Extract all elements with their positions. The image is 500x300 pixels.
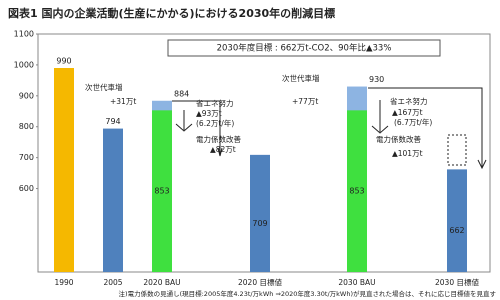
x-tick-label: 2020 目標値 <box>238 277 282 287</box>
value-label: 930 <box>369 75 384 84</box>
annotation: (6.2万t/年) <box>196 118 234 128</box>
bar-segment <box>347 110 367 272</box>
annotation: 省エネ努力 <box>196 98 234 108</box>
target-text: 2030年度目標 : 662万t-CO2、90年比▲33% <box>217 43 392 54</box>
y-tick-label: 1000 <box>14 60 34 69</box>
annotation: ▲82万t <box>210 145 236 154</box>
annotation: 次世代車増 <box>282 73 320 83</box>
x-tick-label: 2005 <box>103 278 122 287</box>
annotation: 次世代車増 <box>85 82 123 92</box>
annotation: (6.7万t/年) <box>394 117 432 127</box>
bar <box>54 68 74 272</box>
x-tick-label: 2020 BAU <box>143 278 180 287</box>
x-tick-label: 2030 目標値 <box>435 277 479 287</box>
bar <box>447 169 467 272</box>
arrows <box>172 87 487 170</box>
x-tick-label: 1990 <box>54 278 73 287</box>
chart-title: 図表1 国内の企業活動(生産にかかる)における2030年の削減目標 <box>8 6 335 20</box>
x-tick-label: 2030 BAU <box>338 278 375 287</box>
bar-segment <box>152 110 172 272</box>
annotation: ▲167万t <box>392 108 423 117</box>
annotation: 省エネ努力 <box>390 96 428 106</box>
y-tick-label: 600 <box>19 184 34 193</box>
annotation: +77万t <box>292 97 318 106</box>
annotation: ▲101万t <box>392 149 423 158</box>
value-label: 990 <box>56 57 71 66</box>
y-tick-label: 900 <box>19 91 34 100</box>
annotation: 電力係数改善 <box>196 134 241 144</box>
y-tick-label: 700 <box>19 153 34 162</box>
target-box <box>167 39 441 57</box>
annotation: ▲93万t <box>196 109 222 118</box>
value-label: 853 <box>154 187 169 196</box>
y-tick-label: 800 <box>19 122 34 131</box>
value-label: 794 <box>105 117 120 126</box>
bar <box>103 128 123 272</box>
annotation: +31万t <box>110 97 136 106</box>
annotation: 電力係数改善 <box>376 134 421 144</box>
value-label: 709 <box>252 219 267 228</box>
bar <box>250 154 270 272</box>
value-label: 853 <box>349 187 364 196</box>
value-label: 884 <box>174 89 189 98</box>
value-label: 662 <box>449 226 464 235</box>
footnote: 注)電力係数の見通し(現目標:2005年度4.23t/万kWh ⇒2020年度3… <box>119 289 497 298</box>
y-tick-label: 1100 <box>14 30 34 39</box>
